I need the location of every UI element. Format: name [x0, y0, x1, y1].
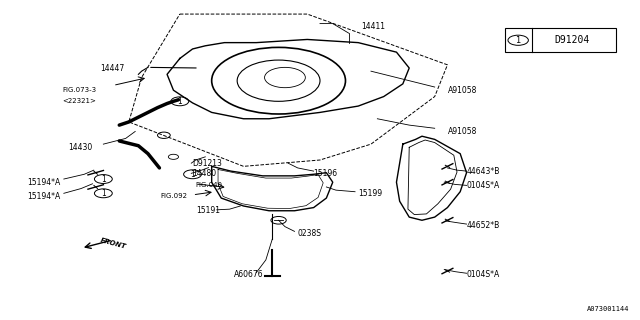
Text: A91058: A91058 [447, 127, 477, 136]
Text: 1: 1 [516, 36, 521, 45]
Text: 15199: 15199 [358, 189, 382, 198]
Text: 15191: 15191 [196, 206, 220, 215]
Text: 1: 1 [101, 174, 106, 184]
Text: A60676: A60676 [234, 270, 264, 279]
Text: D91204: D91204 [554, 35, 589, 45]
Text: FIG.092: FIG.092 [161, 194, 188, 199]
Text: 14447: 14447 [100, 63, 124, 73]
Text: A073001144: A073001144 [586, 306, 629, 312]
Text: 0238S: 0238S [298, 229, 322, 238]
Text: 14411: 14411 [362, 22, 385, 31]
Text: 0104S*A: 0104S*A [467, 181, 500, 190]
Text: FRONT: FRONT [99, 237, 127, 250]
Text: 14430: 14430 [68, 143, 93, 152]
Text: 1: 1 [190, 170, 195, 179]
FancyBboxPatch shape [505, 28, 616, 52]
Text: 1: 1 [177, 97, 182, 106]
Text: A91058: A91058 [447, 86, 477, 95]
Text: 1: 1 [101, 189, 106, 198]
Text: 15196: 15196 [314, 169, 338, 178]
Text: 15194*A: 15194*A [27, 192, 60, 201]
Text: 15194*A: 15194*A [27, 178, 60, 187]
Text: 44643*B: 44643*B [467, 167, 500, 176]
Text: FIG.073-3: FIG.073-3 [62, 87, 96, 93]
Text: FIG.040: FIG.040 [196, 182, 223, 188]
Text: <22321>: <22321> [62, 98, 96, 104]
Text: 14480: 14480 [193, 169, 217, 178]
Text: D91213: D91213 [193, 159, 223, 168]
Text: 44652*B: 44652*B [467, 220, 500, 229]
Text: 0104S*A: 0104S*A [467, 270, 500, 279]
